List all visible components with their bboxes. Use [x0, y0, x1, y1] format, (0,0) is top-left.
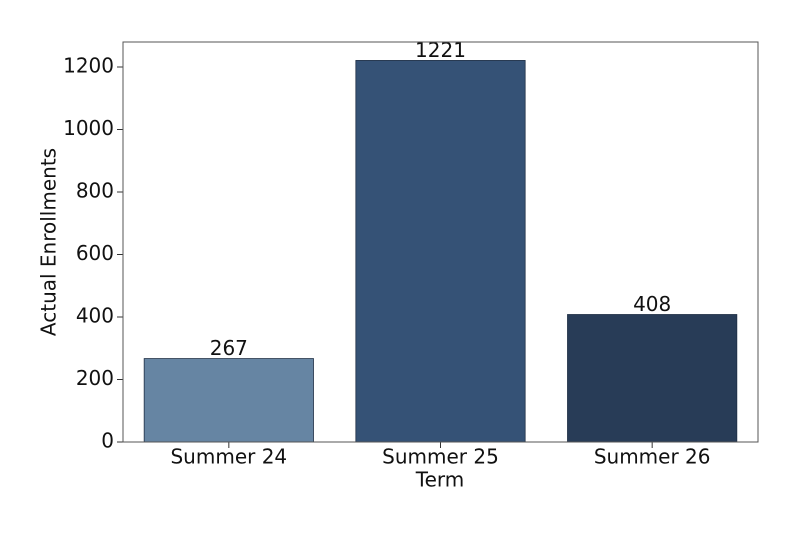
y-tick-label: 800: [76, 179, 114, 203]
x-axis-label: Term: [415, 468, 464, 492]
x-tick-label: Summer 24: [170, 445, 287, 469]
x-tick-label: Summer 25: [382, 445, 499, 469]
y-tick-label: 600: [76, 241, 114, 265]
y-tick-label: 400: [76, 304, 114, 328]
bar: [355, 60, 526, 443]
y-tick-label: 200: [76, 366, 114, 390]
y-tick-label: 0: [101, 429, 114, 453]
y-axis-label: Actual Enrollments: [37, 148, 61, 336]
x-tick-label: Summer 26: [594, 445, 711, 469]
plot-frame: [122, 41, 759, 443]
data-label: 408: [633, 292, 671, 316]
y-tick-label: 1200: [63, 54, 114, 78]
bar: [567, 314, 738, 443]
bar: [143, 358, 314, 443]
y-tick-label: 1000: [63, 116, 114, 140]
data-label: 267: [210, 336, 248, 360]
